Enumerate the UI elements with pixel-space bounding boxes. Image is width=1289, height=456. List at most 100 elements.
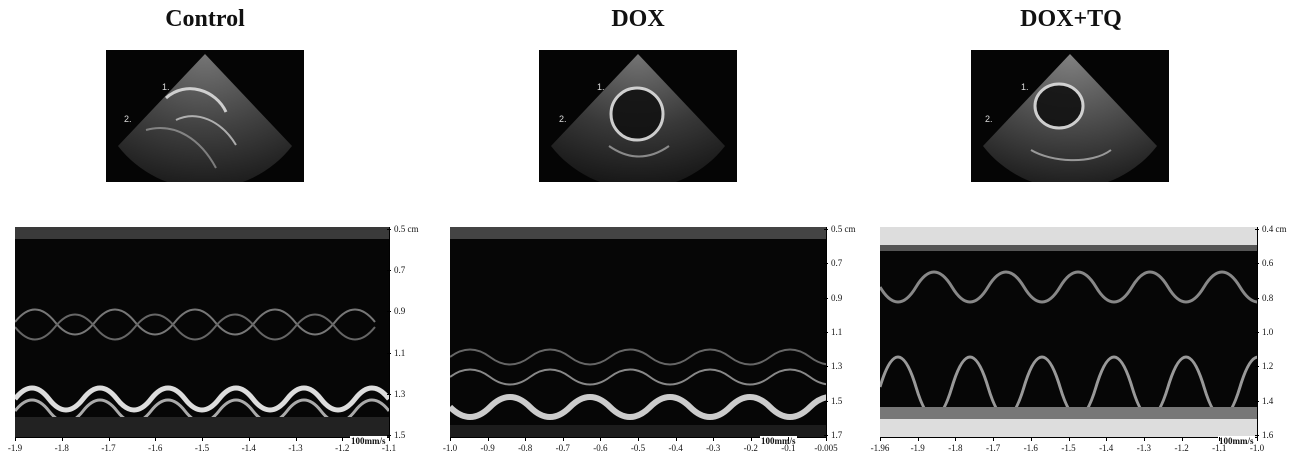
x-tick-mark — [880, 437, 881, 441]
echo-image-dox: 1. 2. — [539, 50, 737, 182]
x-tick-label: -0.8 — [518, 443, 533, 453]
echo-image-dox-tq: 1. 2. — [971, 50, 1169, 182]
x-tick-label: -1.1 — [381, 443, 397, 453]
x-tick-label: -0.5 — [630, 443, 646, 453]
y-tick-label: 0.7 — [394, 265, 406, 276]
x-tick-label: -1.2 — [335, 443, 350, 453]
x-tick-label: -1.7 — [985, 443, 1001, 453]
y-tick-label: 1.1 — [831, 327, 843, 337]
y-tick-label: 1.5 — [831, 395, 843, 406]
x-tick-mark — [826, 437, 827, 441]
marker-1: 1. — [162, 82, 170, 92]
m-mode-image-dox-tq — [880, 227, 1257, 437]
y-tick-mark — [1255, 435, 1259, 436]
y-tick-label: 1.4 — [1262, 395, 1274, 406]
x-tick-mark — [1143, 437, 1145, 441]
x-tick-mark — [1106, 437, 1108, 441]
y-tick-label: 1.7 — [831, 430, 843, 440]
x-tick-mark — [600, 437, 602, 441]
speed-label-control: 100mm/s — [350, 436, 387, 446]
x-tick-mark — [450, 437, 451, 441]
x-tick-label: -1.6 — [1023, 443, 1038, 453]
x-tick-label: -1.9 — [7, 443, 23, 453]
marker-1: 1. — [1021, 82, 1029, 92]
y-tick-label: 0.5 cm — [831, 224, 856, 234]
x-tick-label: -1.6 — [148, 443, 163, 453]
marker-2: 2. — [124, 114, 132, 124]
y-axis-control — [389, 227, 390, 437]
x-tick-label: -1.9 — [910, 443, 925, 453]
x-tick-label: -1.4 — [1099, 443, 1114, 453]
marker-2: 2. — [559, 114, 567, 124]
x-tick-mark — [638, 437, 639, 441]
x-tick-mark — [713, 437, 715, 441]
x-tick-label: -1.3 — [288, 443, 303, 453]
x-tick-label: -0.7 — [555, 443, 570, 453]
x-tick-label: -0.1 — [781, 443, 796, 453]
x-tick-label: -1.4 — [241, 443, 256, 453]
y-tick-mark — [824, 366, 828, 368]
y-tick-label: 0.9 — [831, 292, 843, 303]
x-tick-mark — [15, 437, 16, 441]
x-tick-mark — [562, 437, 564, 441]
x-tick-mark — [1257, 437, 1258, 441]
x-tick-mark — [1219, 437, 1221, 441]
y-tick-label: 1.3 — [394, 388, 406, 399]
x-tick-label: -0.2 — [743, 443, 758, 453]
y-tick-label: 1.1 — [394, 347, 406, 358]
x-tick-mark — [295, 437, 297, 441]
y-tick-label: 0.6 — [1262, 258, 1274, 269]
y-tick-mark — [1255, 332, 1259, 333]
x-tick-label: -1.3 — [1136, 443, 1152, 453]
x-tick-label: -0.005 — [814, 443, 838, 453]
x-tick-mark — [917, 437, 919, 441]
y-tick-mark — [824, 332, 828, 333]
y-tick-label: 0.9 — [394, 306, 406, 317]
y-tick-mark — [387, 352, 391, 354]
y-tick-mark — [1255, 366, 1259, 368]
y-tick-mark — [387, 229, 391, 230]
x-tick-mark — [202, 437, 203, 441]
marker-1: 1. — [597, 82, 605, 92]
x-tick-label: -1.2 — [1174, 443, 1189, 453]
y-tick-mark — [1255, 263, 1259, 265]
x-tick-label: -0.3 — [706, 443, 721, 453]
x-tick-mark — [155, 437, 157, 441]
y-tick-label: 0.8 — [1262, 292, 1274, 303]
y-tick-label: 0.5 cm — [394, 224, 419, 234]
speed-label-dox: 100mm/s — [760, 436, 797, 446]
y-tick-label: 1.3 — [831, 361, 843, 372]
marker-2: 2. — [985, 114, 993, 124]
x-tick-mark — [788, 437, 790, 441]
x-tick-mark — [248, 437, 250, 441]
y-tick-mark — [824, 400, 828, 402]
x-tick-label: -1.1 — [1212, 443, 1227, 453]
x-tick-mark — [525, 437, 527, 441]
y-tick-mark — [387, 270, 391, 272]
y-tick-mark — [387, 311, 391, 313]
x-tick-mark — [1030, 437, 1032, 441]
y-tick-mark — [387, 393, 391, 395]
x-tick-label: -1.0 — [442, 443, 458, 453]
x-tick-label: -0.6 — [593, 443, 608, 453]
x-tick-mark — [108, 437, 110, 441]
y-tick-mark — [824, 297, 828, 299]
panel-title-control: Control — [165, 6, 245, 32]
y-tick-label: 1.0 — [1262, 327, 1274, 337]
y-tick-mark — [824, 435, 828, 436]
y-tick-mark — [1255, 297, 1259, 299]
m-mode-image-dox — [450, 227, 826, 437]
y-tick-label: 0.7 — [831, 258, 843, 269]
panel-title-dox-tq: DOX+TQ — [1020, 6, 1122, 32]
y-tick-mark — [387, 435, 391, 436]
y-tick-mark — [1255, 229, 1259, 230]
x-tick-mark — [955, 437, 957, 441]
x-tick-mark — [389, 437, 390, 441]
x-tick-label: -1.8 — [54, 443, 69, 453]
x-tick-label: -0.4 — [668, 443, 683, 453]
x-tick-mark — [750, 437, 752, 441]
x-tick-label: -1.8 — [948, 443, 963, 453]
x-tick-label: -1.5 — [194, 443, 210, 453]
y-tick-label: 1.2 — [1262, 361, 1274, 372]
x-tick-mark — [1181, 437, 1183, 441]
